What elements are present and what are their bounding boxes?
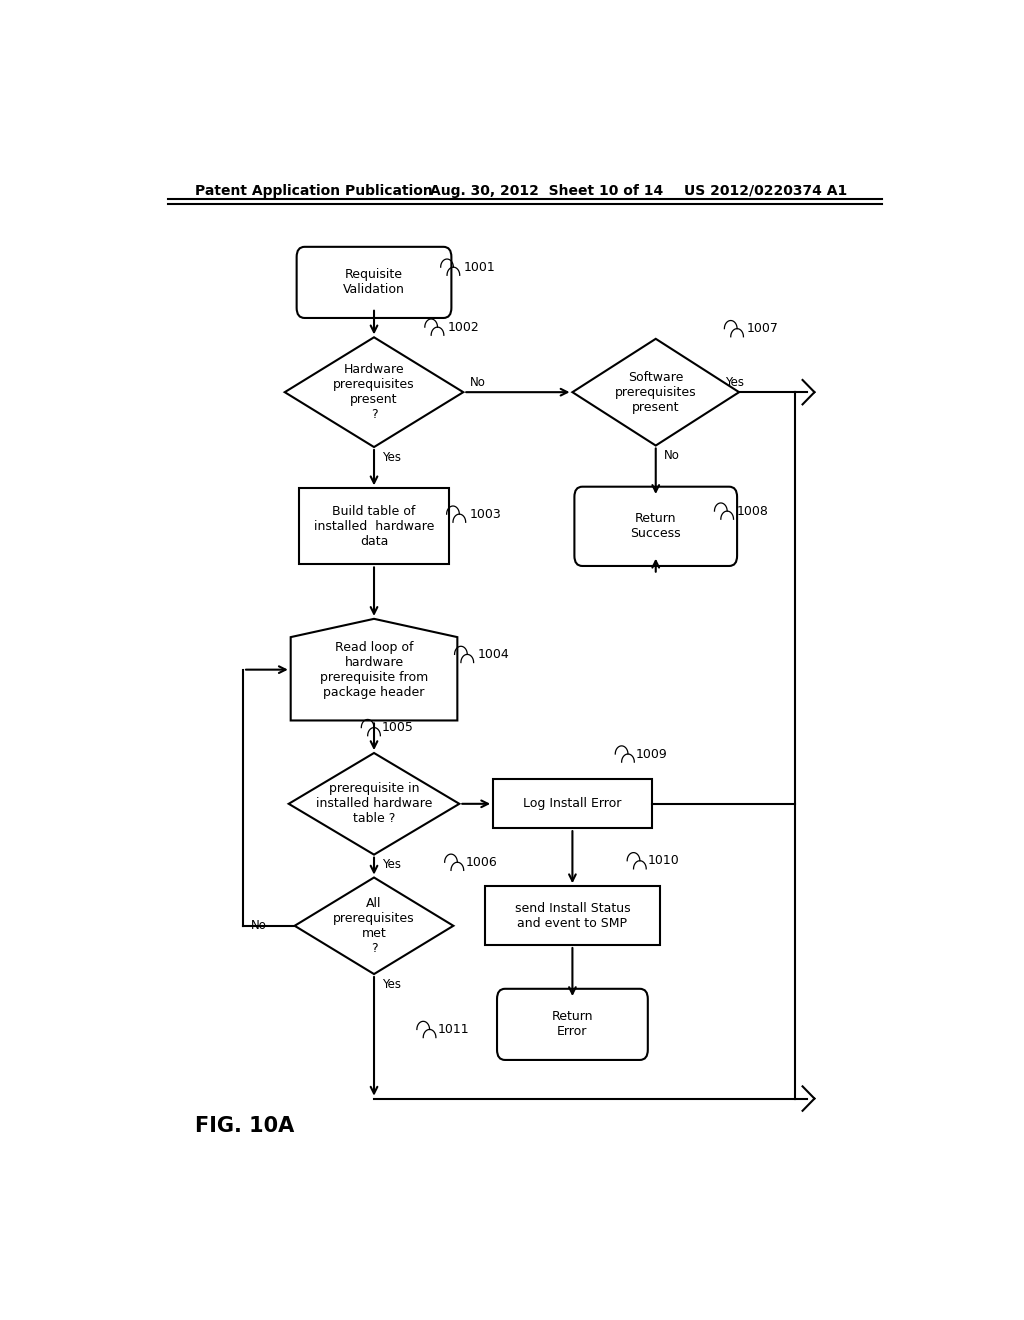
Text: Software
prerequisites
present: Software prerequisites present xyxy=(615,371,696,413)
Text: Build table of
installed  hardware
data: Build table of installed hardware data xyxy=(313,504,434,548)
Text: No: No xyxy=(664,449,680,462)
Text: US 2012/0220374 A1: US 2012/0220374 A1 xyxy=(684,183,847,198)
FancyBboxPatch shape xyxy=(297,247,452,318)
Text: 1005: 1005 xyxy=(382,721,414,734)
Bar xyxy=(485,886,659,945)
Text: Return
Success: Return Success xyxy=(631,512,681,540)
FancyBboxPatch shape xyxy=(497,989,648,1060)
Text: Log Install Error: Log Install Error xyxy=(523,797,622,810)
Text: Yes: Yes xyxy=(725,375,743,388)
Bar xyxy=(494,779,652,828)
FancyBboxPatch shape xyxy=(574,487,737,566)
Text: Hardware
prerequisites
present
?: Hardware prerequisites present ? xyxy=(333,363,415,421)
Text: No: No xyxy=(470,375,485,388)
Polygon shape xyxy=(572,339,739,446)
Text: 1011: 1011 xyxy=(437,1023,469,1036)
Text: 1009: 1009 xyxy=(636,747,668,760)
Text: 1002: 1002 xyxy=(447,321,479,334)
Text: Aug. 30, 2012  Sheet 10 of 14: Aug. 30, 2012 Sheet 10 of 14 xyxy=(430,183,663,198)
Text: 1007: 1007 xyxy=(748,322,779,335)
Text: send Install Status
and event to SMP: send Install Status and event to SMP xyxy=(515,902,630,929)
Text: Patent Application Publication: Patent Application Publication xyxy=(196,183,433,198)
Text: Yes: Yes xyxy=(382,978,401,991)
Text: No: No xyxy=(251,919,267,932)
Bar xyxy=(299,488,450,565)
Text: 1001: 1001 xyxy=(463,260,495,273)
Text: Requisite
Validation: Requisite Validation xyxy=(343,268,404,297)
Text: 1006: 1006 xyxy=(465,855,497,869)
Text: FIG. 10A: FIG. 10A xyxy=(196,1115,295,1135)
Polygon shape xyxy=(289,752,460,854)
Text: 1010: 1010 xyxy=(648,854,680,867)
Text: 1003: 1003 xyxy=(469,508,501,520)
Text: 1004: 1004 xyxy=(477,648,509,661)
Text: Yes: Yes xyxy=(382,858,401,871)
Polygon shape xyxy=(295,878,454,974)
Polygon shape xyxy=(291,619,458,721)
Text: Read loop of
hardware
prerequisite from
package header: Read loop of hardware prerequisite from … xyxy=(319,640,428,698)
Text: 1008: 1008 xyxy=(737,504,769,517)
Text: All
prerequisites
met
?: All prerequisites met ? xyxy=(333,896,415,954)
Polygon shape xyxy=(285,338,463,447)
Text: prerequisite in
installed hardware
table ?: prerequisite in installed hardware table… xyxy=(315,783,432,825)
Text: Return
Error: Return Error xyxy=(552,1010,593,1039)
Text: Yes: Yes xyxy=(382,450,401,463)
